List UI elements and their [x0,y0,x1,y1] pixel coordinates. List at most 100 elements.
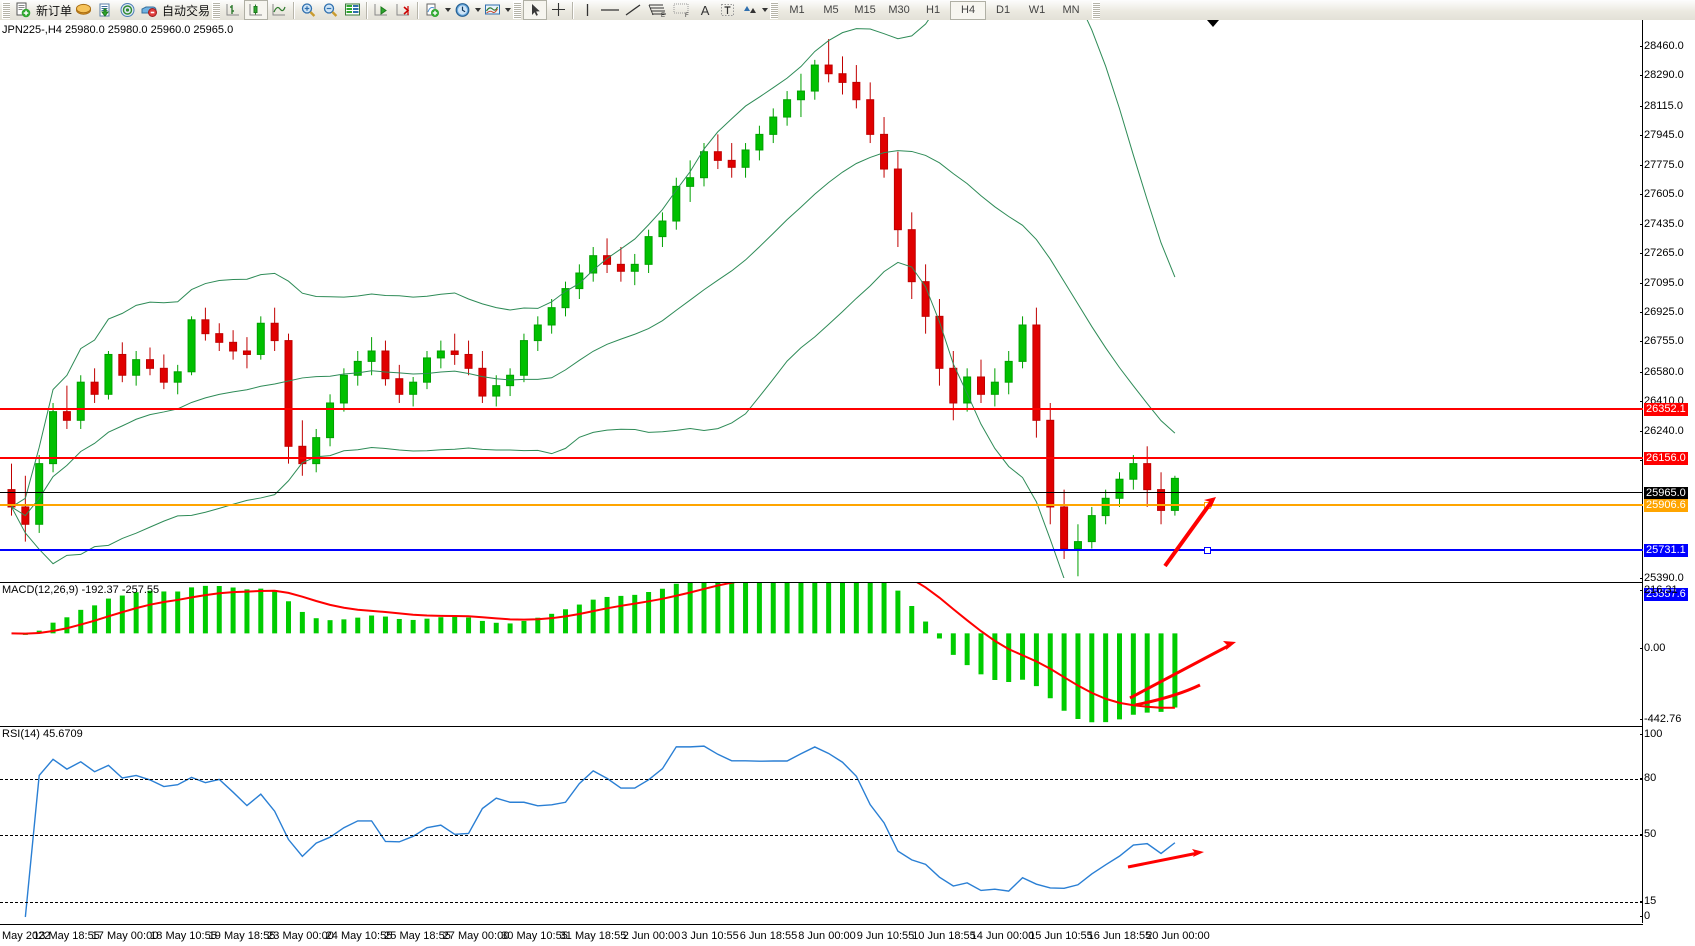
toolbar-grip-5[interactable] [1092,1,1101,19]
price-axis[interactable]: 28460.0 28290.0 28115.0 27945.0 27775.0 27605… [1639,20,1695,923]
candlestick-icon[interactable] [244,0,269,20]
publish-icon[interactable] [94,1,116,19]
indicators-icon[interactable] [421,1,443,19]
trendline-icon[interactable] [622,1,644,19]
chart-shift-icon[interactable] [392,1,414,19]
price-level-label-25906-6[interactable]: 25906.6 [1644,499,1688,512]
plot-border [0,20,1643,923]
price-trend-arrow[interactable] [0,20,1643,578]
price-tick: 27095.0 [1640,276,1684,289]
template-icon[interactable] [72,1,94,19]
zoom-in-icon[interactable] [297,1,319,19]
autotrading-label[interactable]: 自动交易 [162,3,211,18]
rsi-tick: 80 [1639,772,1657,784]
price-tick: 26580.0 [1640,365,1684,378]
bollinger-upper [11,20,1176,508]
rsi-level-50 [0,835,1643,836]
rsi-trend-arrow[interactable] [0,727,1643,922]
fibo-icon[interactable]: E [644,1,670,19]
price-tick: 25390.0 [1640,572,1684,584]
resistance-line-26156[interactable] [0,457,1643,459]
bar-chart-icon[interactable] [222,1,244,19]
zoom-out-icon[interactable] [319,1,341,19]
chevron-down-icon[interactable] [445,8,452,12]
toolbar-grip-4[interactable] [770,1,779,19]
price-pane[interactable] [0,20,1643,578]
time-tick: 20 Jun 00:00 [1146,930,1210,942]
price-candles [7,20,1179,578]
toolbar-grip-2[interactable] [212,1,221,19]
price-tick: 27945.0 [1640,129,1684,142]
macd-tick: 0.00 [1639,642,1666,654]
chart-area[interactable]: JPN225-,H4 25980.0 25980.0 25960.0 25965… [0,20,1695,945]
time-axis[interactable]: May 2022 13 May 18:55 17 May 00:00 18 May 1… [0,924,1643,946]
svg-text:E: E [661,13,665,18]
auto-scroll-icon[interactable] [370,1,392,19]
time-tick: 10 Jun 18:55 [912,930,976,942]
toolbar-separator-4 [572,1,574,19]
line-chart-icon[interactable] [268,1,290,19]
timeframe-h1[interactable]: H1 [926,4,941,16]
price-level-label-26352-1[interactable]: 26352.1 [1644,403,1688,416]
price-tick: 28115.0 [1640,99,1683,112]
templates-icon[interactable] [481,1,503,19]
support-line-handle-25731[interactable] [1204,547,1211,554]
time-tick: 2 Jun 00:00 [622,930,681,942]
label-icon[interactable] [716,1,738,19]
timeframe-m5[interactable]: M5 [823,4,839,16]
macd-trend-arrow[interactable] [0,583,1643,723]
rsi-pane[interactable]: RSI(14) 45.6709 [0,726,1643,922]
resistance-line-26352[interactable] [0,408,1643,410]
cursor-icon[interactable] [523,0,548,20]
price-tick: 27435.0 [1640,217,1684,230]
price-tick: 28460.0 [1640,40,1684,52]
channel-icon[interactable]: F [670,1,694,19]
data-window-icon[interactable] [341,1,363,19]
main-toolbar[interactable]: 新订单 自动交易 [0,0,1695,21]
timeframe-m1[interactable]: M1 [789,4,805,16]
support-line-25731[interactable] [0,549,1643,551]
time-tick: 14 Jun 00:00 [970,930,1035,942]
time-tick: 17 May 00:00 [91,930,159,942]
timeframe-d1[interactable]: D1 [996,4,1011,16]
toolbar-separator-3 [417,1,419,19]
timeframe-mn[interactable]: MN [1062,4,1080,16]
time-tick: 18 May 10:55 [150,930,217,942]
timeframe-m15[interactable]: M15 [854,4,876,16]
time-tick: 15 Jun 10:55 [1029,930,1093,942]
timeframe-w1[interactable]: W1 [1028,4,1046,16]
chevron-down-icon-3[interactable] [505,8,512,12]
orange-level-line-25906[interactable] [0,504,1643,506]
price-level-label-25965-0[interactable]: 25965.0 [1644,487,1688,500]
toolbar-separator [293,1,295,19]
last-price-line-25965 [0,492,1643,493]
price-tick: 27605.0 [1640,188,1684,201]
toolbar-grip-3[interactable] [513,1,522,19]
period-icon[interactable] [451,1,473,19]
macd-tick: 216.31 [1640,584,1678,596]
price-level-label-26156-0[interactable]: 26156.0 [1644,452,1688,465]
rsi-tick: 50 [1639,828,1657,840]
price-level-label-25557-6[interactable]: 25557.6 [1644,588,1688,601]
macd-tick: -442.76 [1639,713,1682,725]
macd-pane[interactable]: MACD(12,26,9) -192.37 -257.55 [0,582,1643,723]
price-level-label-25731-1[interactable]: 25731.1 [1644,544,1688,557]
time-tick: 27 May 00:00 [442,930,510,942]
text-icon[interactable]: A [700,2,710,18]
new-order-icon[interactable] [12,1,34,19]
new-order-label[interactable]: 新订单 [36,3,73,18]
rsi-level-80 [0,779,1643,780]
timeframe-m30[interactable]: M30 [888,4,910,16]
signals-icon[interactable] [116,1,138,19]
hline-icon[interactable] [598,1,622,19]
chevron-down-icon-2[interactable] [475,8,482,12]
crosshair-icon[interactable] [547,1,569,19]
shapes-icon[interactable] [738,1,760,19]
vline-icon[interactable] [576,1,598,19]
timeframe-group[interactable]: M1 M5 M15 M30 H1 H4 D1 W1 MN [780,0,1088,20]
macd-signal-line [11,583,1175,709]
chevron-down-icon-4[interactable] [762,8,769,12]
toolbar-grip[interactable] [2,1,10,19]
autotrading-icon[interactable] [138,1,160,19]
timeframe-h4[interactable]: H4 [950,0,987,20]
